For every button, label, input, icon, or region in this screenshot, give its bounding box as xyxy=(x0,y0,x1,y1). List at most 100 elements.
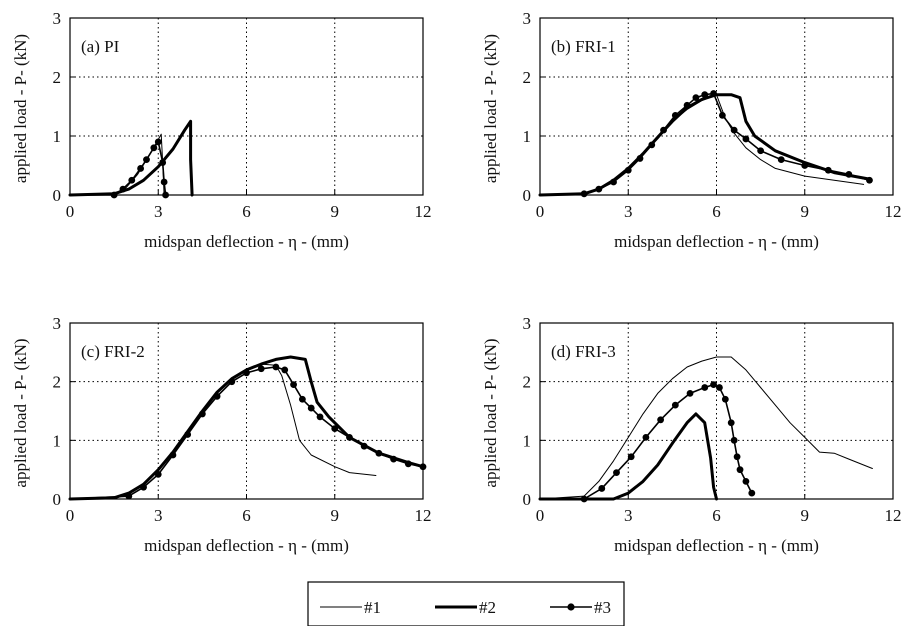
x-tick-label: 3 xyxy=(624,506,633,525)
y-axis-label: applied load - P- (kN) xyxy=(11,34,30,183)
series-point xyxy=(298,395,306,403)
series-point xyxy=(360,442,368,450)
series-point xyxy=(110,191,118,199)
y-tick-label: 2 xyxy=(523,68,532,87)
y-tick-label: 2 xyxy=(523,373,532,392)
series-point xyxy=(730,126,738,134)
series-point xyxy=(140,483,147,491)
series-point xyxy=(736,466,744,474)
series-point xyxy=(160,178,168,186)
series-point xyxy=(598,485,606,492)
series-point xyxy=(777,156,785,164)
series-point xyxy=(660,126,667,134)
series-point xyxy=(801,162,809,169)
series-point xyxy=(331,425,339,432)
series-point xyxy=(866,176,873,184)
y-tick-label: 0 xyxy=(523,186,532,205)
x-tick-label: 9 xyxy=(331,202,340,221)
x-tick-label: 12 xyxy=(415,202,432,221)
series-line-thin xyxy=(539,94,865,196)
x-tick-label: 0 xyxy=(536,202,545,221)
x-tick-label: 6 xyxy=(712,506,721,525)
x-tick-label: 9 xyxy=(801,506,810,525)
x-axis-label: midspan deflection - η - (mm) xyxy=(144,536,349,555)
series-point xyxy=(718,111,726,119)
series-point xyxy=(595,185,603,193)
x-tick-label: 3 xyxy=(154,202,163,221)
series-point xyxy=(730,436,738,444)
legend-frame xyxy=(307,581,625,626)
series-point xyxy=(710,381,717,388)
y-tick-label: 3 xyxy=(523,9,532,28)
series-point xyxy=(119,185,127,193)
plot-frame xyxy=(69,17,424,196)
series-point xyxy=(198,410,206,418)
series-point xyxy=(404,460,412,468)
series-point xyxy=(742,478,750,485)
series-point xyxy=(419,463,427,471)
x-axis-label: midspan deflection - η - (mm) xyxy=(614,232,819,251)
y-tick-label: 2 xyxy=(53,373,62,392)
x-tick-label: 6 xyxy=(242,506,251,525)
legend-label-s1: #1 xyxy=(364,598,381,617)
series-point xyxy=(701,91,709,99)
series-point xyxy=(845,170,853,178)
series-point xyxy=(624,166,632,174)
series-point xyxy=(710,90,717,97)
x-tick-label: 9 xyxy=(331,506,340,525)
series-point xyxy=(184,431,192,438)
series-point xyxy=(137,165,145,172)
series-point xyxy=(154,138,162,146)
panel-label: (c) FRI-2 xyxy=(81,342,145,361)
panel-label: (a) PI xyxy=(81,37,120,56)
series-point xyxy=(727,419,735,427)
y-tick-label: 3 xyxy=(53,314,62,333)
series-point xyxy=(228,378,236,386)
series-point xyxy=(721,395,729,403)
y-tick-label: 1 xyxy=(523,127,532,146)
series-point xyxy=(686,390,694,397)
series-point xyxy=(671,401,679,409)
series-point xyxy=(692,94,700,102)
x-axis-label: midspan deflection - η - (mm) xyxy=(614,536,819,555)
series-point xyxy=(128,176,136,184)
x-tick-label: 9 xyxy=(801,202,810,221)
series-point xyxy=(150,144,158,152)
series-point xyxy=(213,392,221,400)
series-point xyxy=(125,492,133,500)
series-point xyxy=(169,451,177,459)
series-point xyxy=(683,101,691,109)
y-tick-label: 3 xyxy=(53,9,62,28)
series-line-dot xyxy=(539,383,753,500)
series-line-thick xyxy=(538,412,718,501)
series-point xyxy=(648,141,656,149)
series-line-thin xyxy=(69,363,377,500)
panel-label: (b) FRI-1 xyxy=(551,37,616,56)
series-point xyxy=(627,453,635,461)
x-tick-label: 12 xyxy=(885,506,902,525)
series-point xyxy=(272,363,280,371)
x-tick-label: 0 xyxy=(66,506,75,525)
series-point xyxy=(701,384,709,391)
series-point xyxy=(757,147,765,155)
series-point xyxy=(580,495,588,503)
series-point xyxy=(307,404,315,412)
series-point xyxy=(316,413,324,421)
series-point xyxy=(824,166,832,174)
y-tick-label: 3 xyxy=(523,314,532,333)
series-line-thin xyxy=(69,133,165,196)
series-line-thick xyxy=(538,93,871,197)
series-point xyxy=(642,434,650,441)
legend-label-s2: #2 xyxy=(479,598,496,617)
y-tick-label: 1 xyxy=(53,127,62,146)
series-point xyxy=(143,156,150,164)
series-point xyxy=(159,159,167,166)
legend-label-s3: #3 xyxy=(594,598,611,617)
series-point xyxy=(290,381,297,388)
x-tick-label: 6 xyxy=(712,202,721,221)
legend: #1 #2 #3 xyxy=(307,581,625,626)
